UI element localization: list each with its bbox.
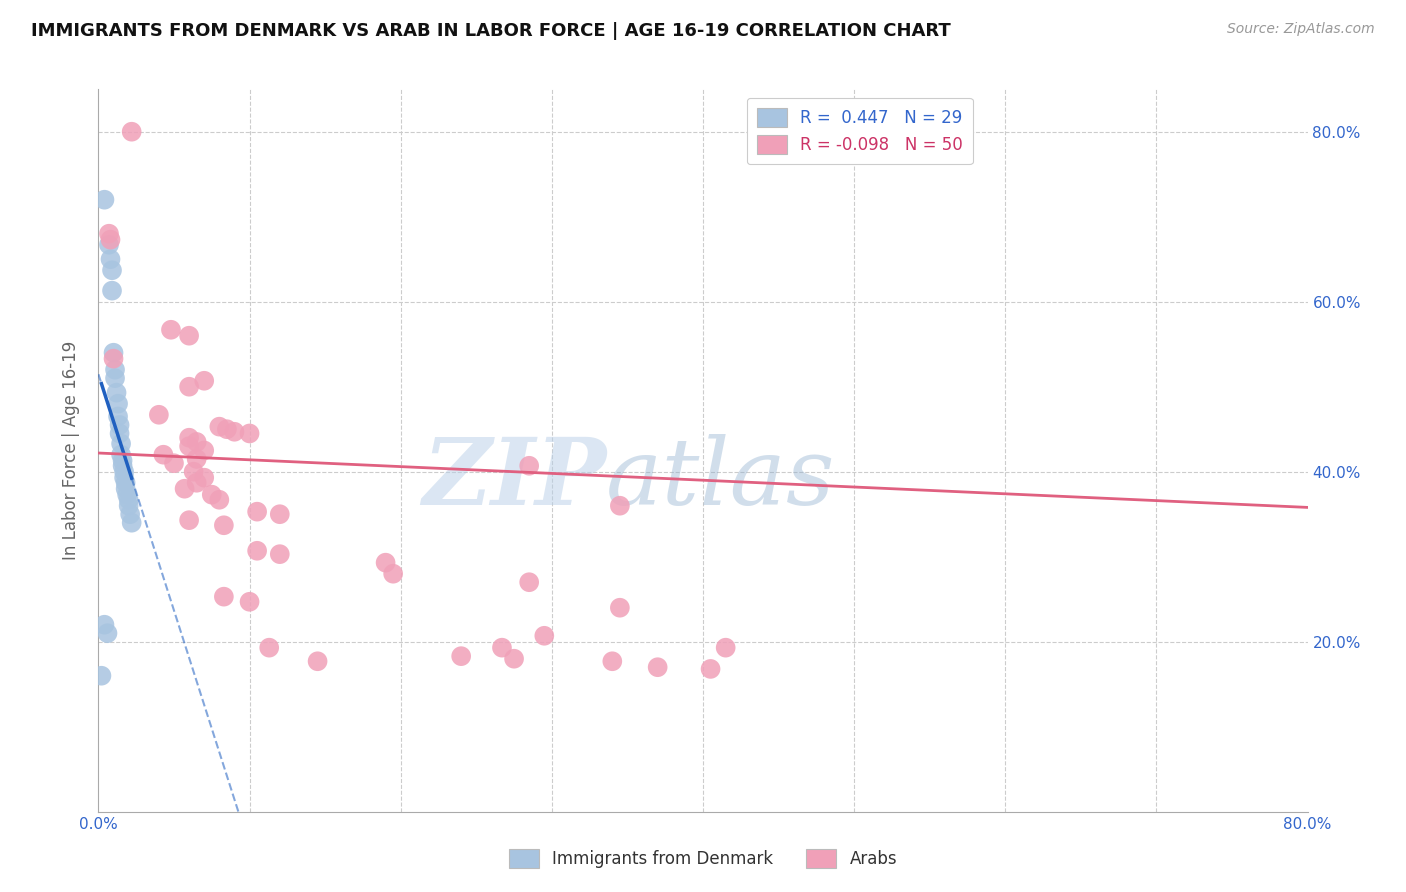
Point — [193, 470, 215, 484]
Point — [101, 263, 124, 277]
Point — [714, 640, 737, 655]
Point — [269, 507, 291, 521]
Point — [212, 590, 235, 604]
Point — [110, 448, 132, 462]
Point — [160, 323, 183, 337]
Point — [239, 426, 262, 441]
Point — [602, 654, 624, 668]
Text: atlas: atlas — [606, 434, 835, 524]
Point — [179, 328, 201, 343]
Point — [609, 499, 631, 513]
Point — [215, 422, 238, 436]
Point — [120, 507, 142, 521]
Point — [609, 600, 631, 615]
Point — [503, 651, 526, 665]
Point — [193, 374, 215, 388]
Point — [246, 543, 269, 558]
Point — [533, 629, 555, 643]
Point — [112, 465, 135, 479]
Point — [114, 482, 136, 496]
Point — [307, 654, 329, 668]
Point — [269, 547, 291, 561]
Point — [100, 233, 122, 247]
Point — [208, 492, 231, 507]
Point — [111, 453, 134, 467]
Point — [183, 465, 205, 479]
Point — [108, 417, 131, 432]
Point — [112, 470, 135, 484]
Point — [115, 488, 138, 502]
Text: IMMIGRANTS FROM DENMARK VS ARAB IN LABOR FORCE | AGE 16-19 CORRELATION CHART: IMMIGRANTS FROM DENMARK VS ARAB IN LABOR… — [31, 22, 950, 40]
Point — [98, 237, 121, 252]
Point — [246, 505, 269, 519]
Point — [186, 434, 208, 449]
Point — [374, 556, 396, 570]
Point — [105, 385, 128, 400]
Point — [118, 492, 141, 507]
Point — [148, 408, 170, 422]
Point — [93, 617, 115, 632]
Point — [179, 513, 201, 527]
Point — [224, 425, 246, 439]
Point — [179, 431, 201, 445]
Point — [201, 488, 224, 502]
Point — [257, 640, 280, 655]
Point — [163, 456, 186, 470]
Point — [450, 649, 472, 664]
Point — [239, 595, 262, 609]
Point — [193, 443, 215, 458]
Legend: R =  0.447   N = 29, R = -0.098   N = 50: R = 0.447 N = 29, R = -0.098 N = 50 — [747, 97, 973, 164]
Point — [179, 439, 201, 453]
Point — [699, 662, 721, 676]
Point — [186, 475, 208, 490]
Point — [517, 458, 540, 473]
Point — [98, 227, 121, 241]
Point — [114, 475, 136, 490]
Point — [90, 669, 112, 683]
Point — [179, 380, 201, 394]
Text: Source: ZipAtlas.com: Source: ZipAtlas.com — [1227, 22, 1375, 37]
Point — [96, 626, 118, 640]
Point — [382, 566, 405, 581]
Point — [208, 419, 231, 434]
Point — [173, 482, 195, 496]
Point — [111, 458, 134, 473]
Point — [103, 345, 125, 359]
Point — [107, 397, 129, 411]
Point — [93, 193, 115, 207]
Point — [100, 252, 122, 267]
Point — [212, 518, 235, 533]
Point — [152, 448, 174, 462]
Y-axis label: In Labor Force | Age 16-19: In Labor Force | Age 16-19 — [62, 341, 80, 560]
Point — [101, 284, 124, 298]
Point — [186, 452, 208, 467]
Legend: Immigrants from Denmark, Arabs: Immigrants from Denmark, Arabs — [502, 842, 904, 875]
Point — [107, 409, 129, 424]
Point — [108, 426, 131, 441]
Point — [517, 575, 540, 590]
Point — [121, 516, 143, 530]
Point — [121, 125, 143, 139]
Text: ZIP: ZIP — [422, 434, 606, 524]
Point — [491, 640, 513, 655]
Point — [104, 362, 127, 376]
Point — [118, 499, 141, 513]
Point — [647, 660, 669, 674]
Point — [103, 351, 125, 366]
Point — [110, 436, 132, 450]
Point — [104, 371, 127, 385]
